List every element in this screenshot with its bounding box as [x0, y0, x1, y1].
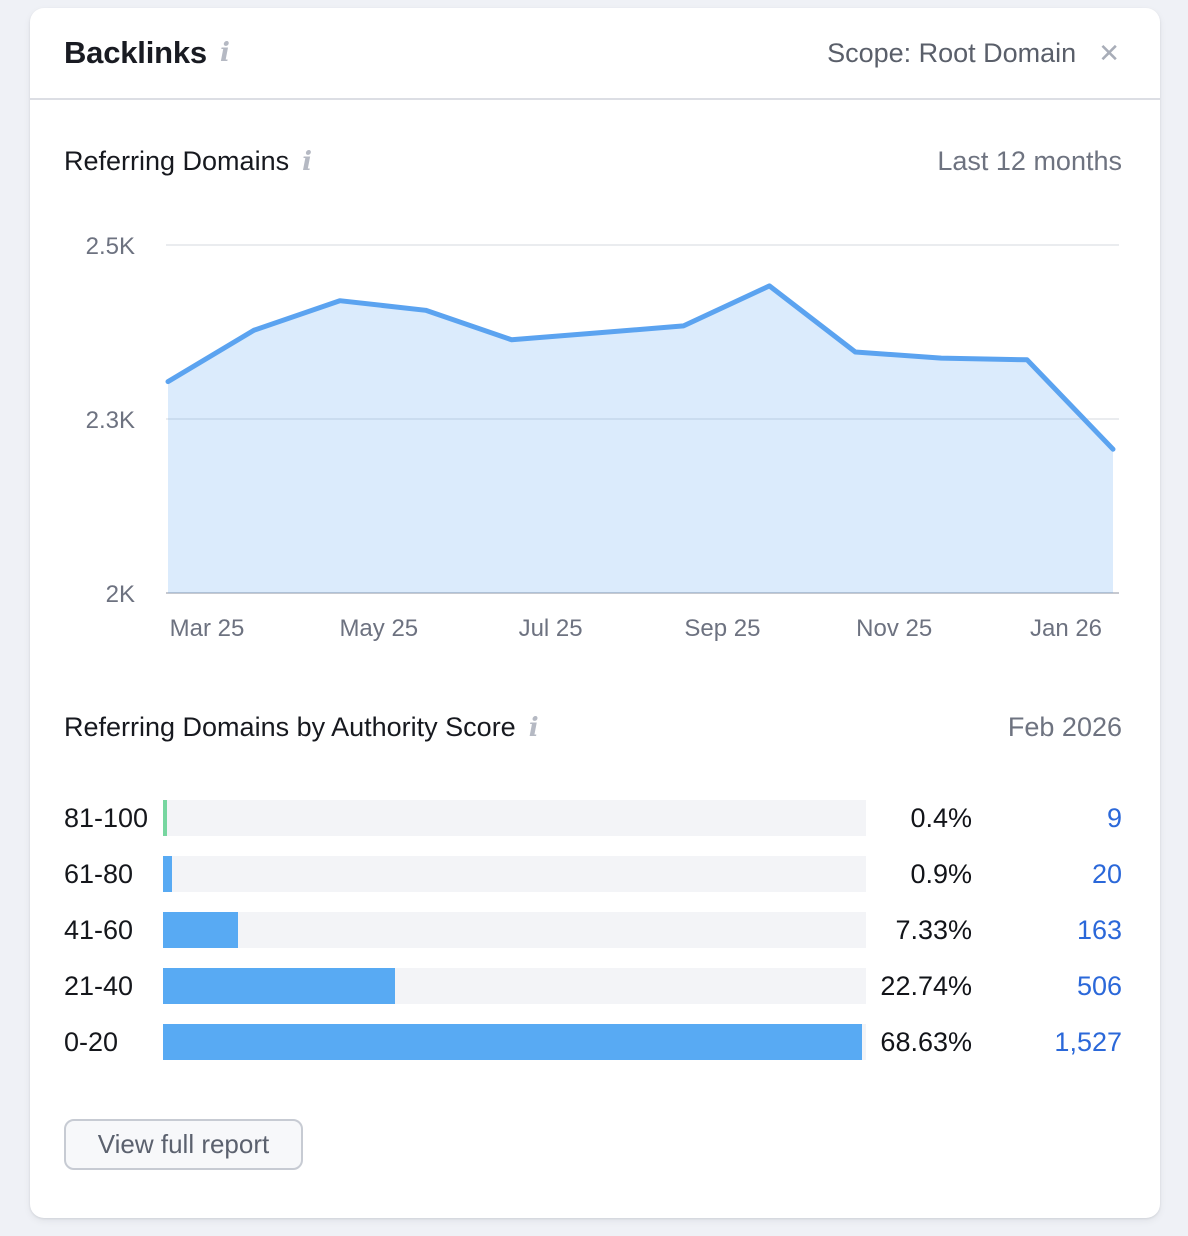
svg-text:2K: 2K — [106, 581, 135, 608]
count-link[interactable]: 9 — [1106, 802, 1122, 833]
bar-track — [163, 1024, 866, 1060]
authority-score-period: Feb 2026 — [1007, 712, 1122, 742]
referring-domains-period: Last 12 months — [937, 146, 1122, 176]
authority-range-label: 0-20 — [64, 1026, 119, 1057]
authority-row: 81-100 0.4% 9 — [64, 800, 1122, 836]
count-link[interactable]: 1,527 — [1054, 1026, 1122, 1057]
referring-domains-info-icon[interactable]: i — [302, 146, 312, 177]
authority-score-header: Referring Domains by Authority Score i F… — [64, 712, 1122, 743]
close-icon[interactable]: ✕ — [1098, 38, 1120, 68]
svg-text:Nov 25: Nov 25 — [856, 615, 932, 642]
authority-row: 41-60 7.33% 163 — [64, 912, 1122, 948]
referring-domains-title: Referring Domains — [64, 146, 290, 176]
widget-title: Backlinks — [64, 35, 207, 70]
bar-track — [163, 800, 866, 836]
percent-value: 7.33% — [895, 914, 972, 945]
bar-fill — [163, 800, 168, 836]
authority-range-label: 81-100 — [64, 802, 149, 833]
bar-fill — [163, 912, 238, 948]
svg-text:2.5K: 2.5K — [86, 233, 135, 260]
scope-label: Scope: Root Domain — [827, 37, 1077, 68]
bar-track — [163, 968, 866, 1004]
authority-score-info-icon[interactable]: i — [528, 712, 539, 743]
svg-text:Sep 25: Sep 25 — [684, 615, 760, 642]
count-link[interactable]: 163 — [1076, 914, 1122, 945]
svg-text:Jul 25: Jul 25 — [519, 615, 583, 642]
bar-fill — [163, 856, 173, 892]
area-chart-svg[interactable]: 2.5K 2.3K 2K Mar 25 May 25 Jul 25 Sep 25 Nov 25… — [64, 230, 1122, 650]
bar-fill — [163, 1024, 863, 1060]
svg-text:May 25: May 25 — [339, 615, 418, 642]
authority-score-rows: 81-100 0.4% 9 61-80 0.9% 20 41-60 7.33% … — [64, 800, 1122, 1080]
svg-text:Mar 25: Mar 25 — [170, 615, 245, 642]
percent-value: 68.63% — [880, 1026, 972, 1057]
percent-value: 0.4% — [910, 802, 972, 833]
percent-value: 0.9% — [910, 858, 972, 889]
bar-track — [163, 912, 866, 948]
authority-score-title: Referring Domains by Authority Score — [64, 712, 516, 742]
referring-domains-header: Referring Domains i Last 12 months — [64, 146, 1122, 177]
referring-domains-chart[interactable]: 2.5K 2.3K 2K Mar 25 May 25 Jul 25 Sep 25 Nov 25… — [64, 230, 1122, 650]
authority-range-label: 61-80 — [64, 858, 134, 889]
svg-text:Jan 26: Jan 26 — [1030, 615, 1102, 642]
percent-value: 22.74% — [880, 970, 972, 1001]
authority-row: 0-20 68.63% 1,527 — [64, 1024, 1122, 1060]
backlinks-widget: Backlinks i Scope: Root Domain ✕ Referri… — [30, 8, 1160, 1218]
svg-text:2.3K: 2.3K — [86, 407, 135, 434]
authority-range-label: 21-40 — [64, 970, 134, 1001]
count-link[interactable]: 506 — [1076, 970, 1122, 1001]
widget-header: Backlinks i Scope: Root Domain ✕ — [30, 8, 1160, 100]
authority-row: 61-80 0.9% 20 — [64, 856, 1122, 892]
backlinks-info-icon[interactable]: i — [219, 38, 230, 68]
bar-track — [163, 856, 866, 892]
authority-range-label: 41-60 — [64, 914, 134, 945]
authority-row: 21-40 22.74% 506 — [64, 968, 1122, 1004]
count-link[interactable]: 20 — [1091, 858, 1122, 889]
view-full-report-button[interactable]: View full report — [64, 1119, 303, 1170]
bar-fill — [163, 968, 395, 1004]
